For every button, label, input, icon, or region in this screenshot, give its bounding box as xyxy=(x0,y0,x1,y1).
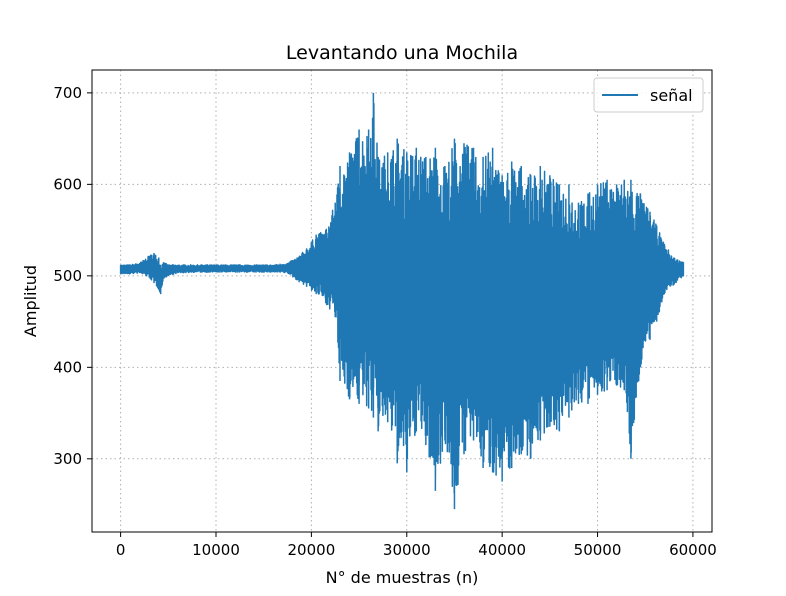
y-tick-label: 300 xyxy=(53,450,82,468)
x-tick-label: 20000 xyxy=(288,541,336,559)
x-tick-label: 40000 xyxy=(478,541,526,559)
x-tick-label: 0 xyxy=(116,541,126,559)
y-tick-label: 700 xyxy=(53,84,82,102)
legend-label-senal: señal xyxy=(650,86,693,105)
plot-frame xyxy=(91,69,713,533)
x-tick-label: 30000 xyxy=(383,541,431,559)
y-tick-label: 600 xyxy=(53,175,82,193)
y-tick-label: 400 xyxy=(53,358,82,376)
x-tick-label: 60000 xyxy=(669,541,717,559)
x-tick-label: 10000 xyxy=(192,541,240,559)
data-layer xyxy=(119,92,685,510)
legend: señal xyxy=(593,77,704,113)
x-axis-label: N° de muestras (n) xyxy=(326,568,479,587)
axis-layer: 0 10000 20000 30000 40000 50000 60000 300 400 500… xyxy=(53,84,716,559)
y-tick-label: 500 xyxy=(53,267,82,285)
x-tick-label: 50000 xyxy=(574,541,622,559)
legend-box xyxy=(593,77,704,113)
chart-title: Levantando una Mochila xyxy=(286,42,518,64)
signal-line xyxy=(119,92,685,510)
y-axis-label: Amplitud xyxy=(21,265,40,337)
